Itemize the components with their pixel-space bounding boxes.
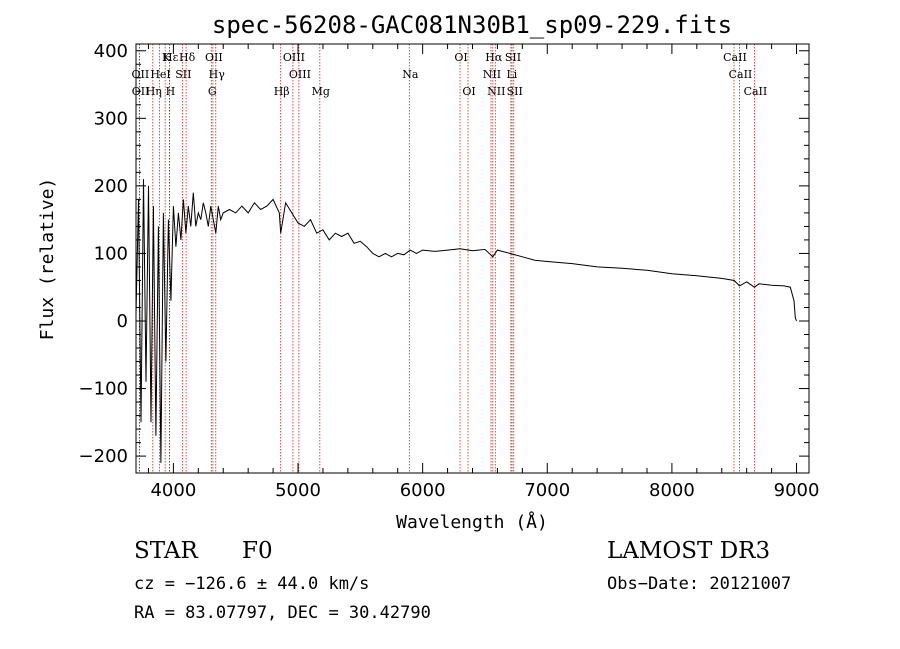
line-label-1: K bbox=[162, 51, 171, 64]
x-tick-label: 9000 bbox=[774, 480, 820, 501]
line-label-19: Hη bbox=[146, 85, 162, 98]
line-label-8: CaII bbox=[723, 51, 747, 64]
axis-ticks: 4000 5000 6000 7000 8000 9000 −200 −100 0 100 200 3… bbox=[79, 41, 820, 501]
redshift-velocity: cz = −126.6 ± 44.0 km/s bbox=[134, 574, 370, 594]
y-tick-label: 100 bbox=[94, 243, 128, 264]
line-label-23: Mg bbox=[312, 85, 330, 98]
y-tick-label: 200 bbox=[94, 176, 128, 197]
line-label-17: CaII bbox=[729, 68, 753, 81]
line-label-24: OI bbox=[462, 85, 475, 98]
y-axis-label: Flux (relative) bbox=[37, 178, 58, 341]
y-tick-label: −100 bbox=[79, 379, 128, 400]
line-label-27: CaII bbox=[744, 85, 768, 98]
line-label-6: Hα bbox=[485, 51, 503, 64]
line-label-26: SII bbox=[507, 85, 523, 98]
line-markers bbox=[138, 44, 755, 473]
spectrum-line bbox=[135, 179, 797, 463]
x-tick-label: 6000 bbox=[400, 480, 446, 501]
line-label-21: G bbox=[208, 85, 217, 98]
line-label-4: OIII bbox=[283, 51, 305, 64]
x-axis-label: Wavelength (Å) bbox=[396, 511, 548, 533]
line-label-7: SII bbox=[505, 51, 521, 64]
y-tick-label: 300 bbox=[94, 108, 128, 129]
line-label-0: Hε bbox=[163, 51, 179, 64]
x-tick-label: 8000 bbox=[649, 480, 695, 501]
line-label-22: Hβ bbox=[274, 85, 290, 98]
line-label-25: NII bbox=[487, 85, 505, 98]
y-tick-label: −200 bbox=[79, 446, 128, 467]
line-label-12: Hγ bbox=[209, 68, 226, 81]
line-label-14: Na bbox=[402, 68, 419, 81]
survey-name: LAMOST DR3 bbox=[607, 538, 771, 564]
line-label-5: OI bbox=[454, 51, 467, 64]
object-class: STAR bbox=[134, 538, 198, 564]
x-tick-label: 7000 bbox=[524, 480, 570, 501]
line-label-11: SII bbox=[175, 68, 191, 81]
line-label-13: OIII bbox=[289, 68, 311, 81]
x-tick-label: 4000 bbox=[150, 480, 196, 501]
line-label-20: H bbox=[166, 85, 176, 98]
y-tick-label: 400 bbox=[94, 41, 128, 62]
line-label-15: NII bbox=[483, 68, 501, 81]
x-tick-label: 5000 bbox=[275, 480, 321, 501]
line-label-9: OII bbox=[132, 68, 150, 81]
spectral-subclass: F0 bbox=[242, 538, 273, 564]
coordinates: RA = 83.07797, DEC = 30.42790 bbox=[134, 603, 431, 623]
observation-date: Obs−Date: 20121007 bbox=[607, 574, 792, 594]
line-label-3: OII bbox=[205, 51, 223, 64]
line-label-2: Hδ bbox=[179, 51, 196, 64]
y-tick-label: 0 bbox=[117, 311, 128, 332]
chart-title: spec-56208-GAC081N30B1_sp09-229.fits bbox=[212, 11, 732, 39]
plot-frame bbox=[135, 43, 810, 474]
line-label-16: Li bbox=[506, 68, 517, 81]
line-label-10: HeI bbox=[150, 68, 170, 81]
